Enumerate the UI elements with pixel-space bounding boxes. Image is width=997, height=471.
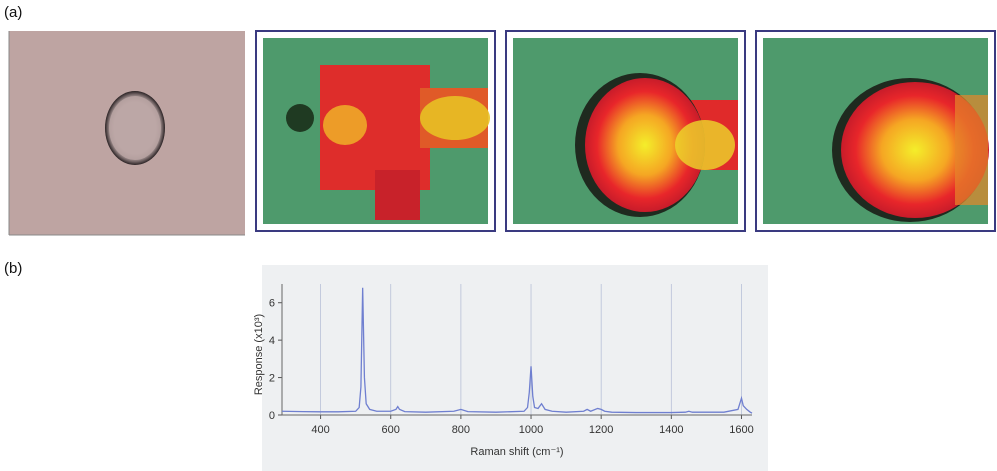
y-axis-label: Response (x10³)	[253, 314, 265, 395]
panel-label: (b)	[4, 260, 23, 277]
x-tick-label: 600	[382, 424, 400, 436]
x-tick-label: 1600	[729, 424, 753, 436]
x-tick-label: 800	[452, 424, 470, 436]
raman-map-1	[255, 30, 496, 232]
panel-label: (a)	[4, 4, 23, 21]
x-axis-label: Raman shift (cm⁻¹)	[470, 446, 563, 458]
x-tick-label: 400	[311, 424, 329, 436]
y-tick-label: 2	[269, 373, 275, 385]
x-tick-label: 1000	[519, 424, 543, 436]
raman-map-2	[505, 30, 746, 232]
spectrum-chart: 400 600 800 1000 1200 1400 1600 0 2 4 6 Raman shift…	[253, 284, 754, 458]
optical-image	[8, 31, 245, 236]
spectrum-line	[281, 287, 753, 414]
y-tick-label: 0	[269, 410, 275, 422]
y-tick-label: 6	[269, 298, 275, 310]
y-tick-label: 4	[269, 335, 275, 347]
raman-map-3	[755, 30, 996, 232]
x-tick-label: 1400	[659, 424, 683, 436]
plot-background	[262, 265, 768, 471]
x-tick-label: 1200	[589, 424, 613, 436]
